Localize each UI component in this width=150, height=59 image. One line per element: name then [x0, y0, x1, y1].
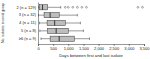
boxes — [38, 5, 143, 42]
median — [50, 13, 51, 18]
median — [54, 20, 55, 25]
median — [42, 5, 43, 10]
y-tick: 5 (n = 8) — [21, 28, 38, 33]
outlier — [86, 6, 88, 8]
outlier — [64, 6, 66, 8]
median — [56, 28, 57, 33]
x-tick-label: 3,500 — [139, 46, 150, 51]
x-tick-label: 500 — [50, 46, 57, 51]
y-tick: 2 (n = 129) — [17, 5, 38, 10]
whisker — [59, 15, 77, 16]
whisker — [48, 7, 61, 8]
outlier — [72, 6, 74, 8]
y-tick-label: 4 (n = 11) — [19, 20, 37, 25]
whisker-cap — [60, 6, 61, 9]
y-tick: ≥6 (n = 9) — [19, 36, 38, 41]
y-tick-label: 3 (n = 32) — [19, 12, 37, 17]
box — [48, 28, 69, 33]
x-tick: 3,500 — [139, 44, 150, 51]
y-tick-label: 5 (n = 8) — [21, 28, 37, 33]
y-tick: 3 (n = 32) — [19, 12, 38, 17]
x-tick: 2,000 — [94, 44, 105, 51]
y-tick-label: ≥6 (n = 9) — [19, 36, 37, 41]
whisker-cap — [38, 14, 39, 17]
x-tick-label: 3,000 — [124, 46, 135, 51]
whisker-cap — [77, 14, 78, 17]
x-tick: 3,000 — [124, 44, 135, 51]
y-axis-line — [38, 3, 39, 45]
whisker-cap — [83, 30, 84, 33]
y-axis: 2 (n = 129) 3 (n = 32) 4 (n = 11) 5 (n = 8)… — [17, 3, 39, 45]
whisker — [40, 30, 48, 31]
whisker-cap — [89, 37, 90, 40]
x-axis-title: Days between first and last isolate — [59, 53, 123, 58]
box — [47, 20, 65, 25]
median — [59, 36, 60, 41]
outlier — [76, 6, 78, 8]
x-tick-label: 2,000 — [94, 46, 105, 51]
whisker-cap — [38, 6, 39, 9]
x-tick: 2,500 — [109, 44, 120, 51]
x-tick-label: 2,500 — [109, 46, 120, 51]
outlier — [67, 6, 69, 8]
box — [40, 5, 48, 10]
y-tick-label: 2 (n = 129) — [17, 5, 37, 10]
outlier — [137, 6, 139, 8]
x-tick-label: 1,000 — [64, 46, 75, 51]
x-tick-label: 1,500 — [79, 46, 90, 51]
x-tick-label: 0 — [37, 46, 40, 51]
chart: 0 500 1,000 1,500 2,000 2,500 3,000 3,500 2 (n =… — [0, 0, 150, 59]
whisker — [74, 38, 89, 39]
whisker-cap — [39, 22, 40, 25]
whisker-cap — [80, 22, 81, 25]
x-tick: 1,500 — [79, 44, 90, 51]
outlier — [142, 6, 144, 8]
y-tick: 4 (n = 11) — [19, 20, 38, 25]
whisker — [38, 15, 44, 16]
box — [50, 36, 74, 41]
whisker — [68, 30, 83, 31]
box — [44, 13, 59, 18]
whisker — [41, 38, 50, 39]
outlier — [81, 6, 83, 8]
whisker-cap — [41, 37, 42, 40]
whisker — [40, 23, 48, 24]
x-tick: 1,000 — [64, 44, 75, 51]
y-axis-title: No. isolates in serial group — [1, 3, 5, 43]
whisker — [65, 23, 80, 24]
x-tick: 500 — [50, 44, 57, 51]
x-axis: 0 500 1,000 1,500 2,000 2,500 3,000 3,500 — [37, 44, 150, 51]
whisker-cap — [39, 30, 40, 33]
x-tick: 0 — [37, 44, 40, 51]
